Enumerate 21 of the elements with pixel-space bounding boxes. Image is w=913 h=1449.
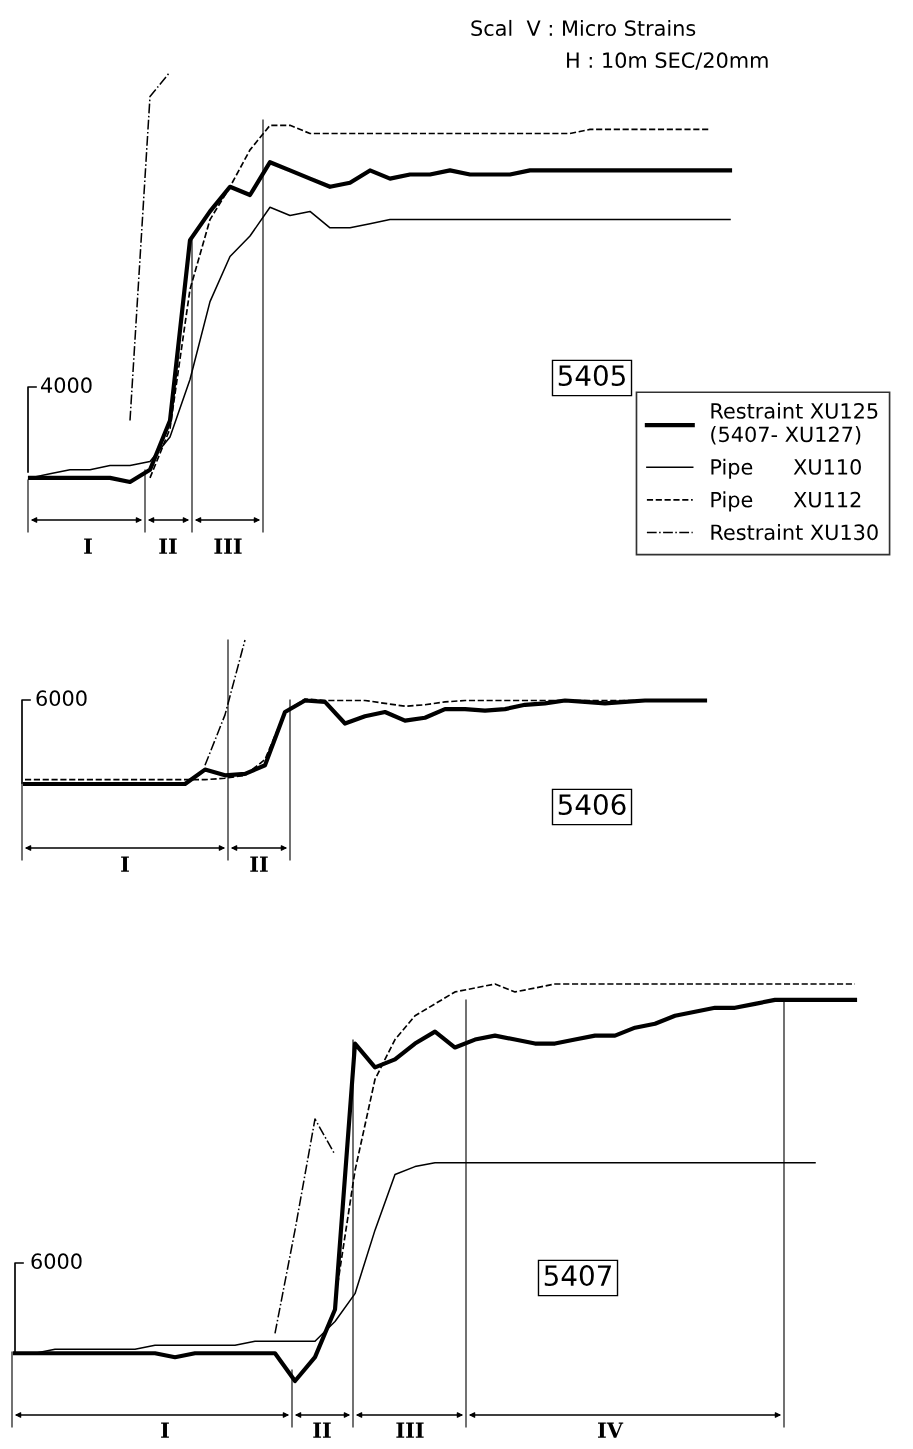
text: II: [250, 856, 268, 872]
legend-label: Restraint XU125 (5407- XU127): [711, 402, 878, 445]
legend-label: Pipe XU110: [711, 458, 861, 479]
text: I: [161, 1422, 169, 1438]
legend-label: Pipe XU112: [711, 491, 861, 512]
text: I: [121, 856, 129, 872]
text: I: [84, 538, 92, 554]
annotation: 5407: [544, 1265, 611, 1287]
annotation: 6000: [31, 1253, 82, 1270]
text: H : 10m SEC/20mm: [567, 52, 768, 70]
text: II: [159, 538, 177, 554]
text: Scal V : Micro Strains: [471, 19, 696, 37]
annotation: 4000: [41, 377, 92, 394]
text: III: [214, 538, 242, 554]
text: IV: [598, 1422, 624, 1438]
text: II: [313, 1422, 331, 1438]
text: 5406: [558, 794, 626, 816]
annotation: 5405: [558, 365, 625, 387]
annotation: 6000: [36, 690, 87, 707]
text: III: [396, 1422, 424, 1438]
legend-label: Restraint XU130: [711, 524, 878, 541]
